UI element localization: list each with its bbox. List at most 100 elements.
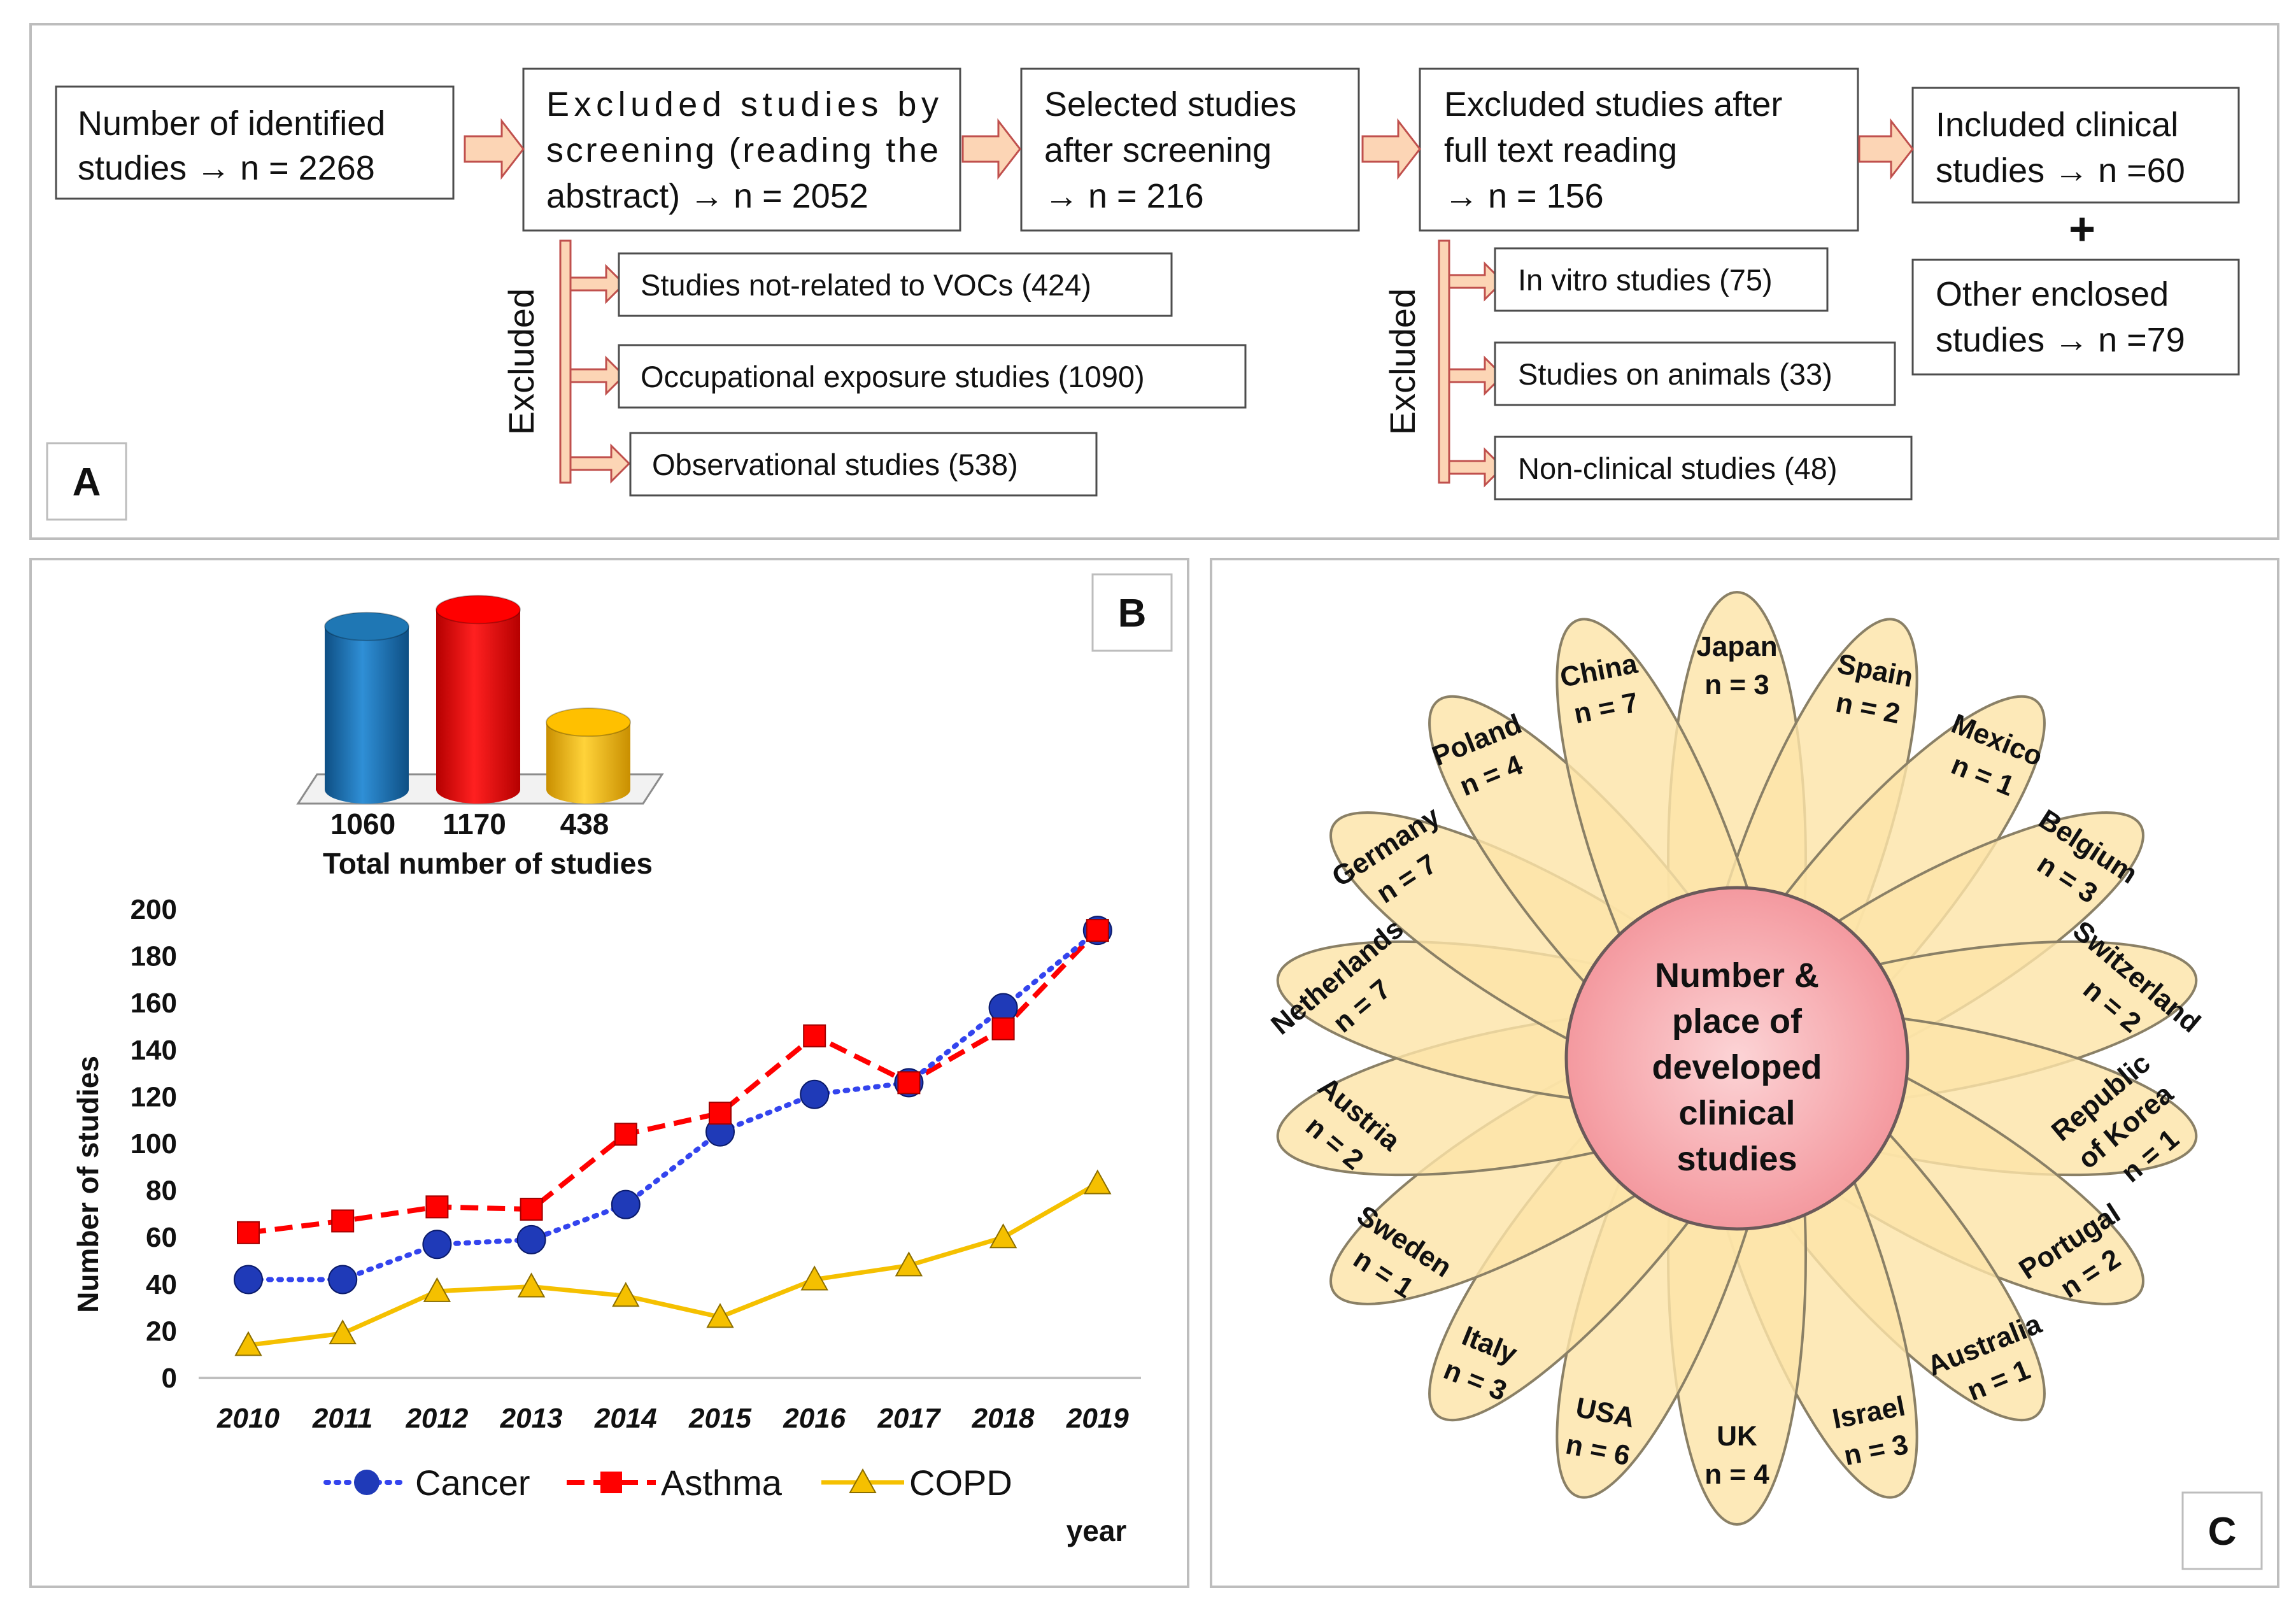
line-chart-ylabel: Number of studies <box>71 1056 104 1313</box>
selected-line-1: Selected studies <box>1044 85 1296 124</box>
center-text-line: clinical <box>1678 1094 1795 1132</box>
line-chart-xlabel: year <box>1067 1514 1127 1547</box>
copd-point <box>1084 1169 1112 1195</box>
country-label-japan: Japan n = 3 <box>1696 631 1777 700</box>
included-line-1: Included clinical <box>1936 106 2178 144</box>
asthma-point <box>520 1198 543 1221</box>
other-line-1: Other enclosed <box>1936 275 2169 313</box>
left-branch-2: Occupational exposure studies (1090) <box>641 360 1145 394</box>
excluded-fulltext-line-2: full text reading <box>1444 131 1677 169</box>
bar-copd-body <box>546 722 630 804</box>
panel-a: Number of identified studies → n = 2268 … <box>29 23 2279 540</box>
bar-chart-title: Total number of studies <box>323 847 653 880</box>
y-tick-label: 180 <box>131 941 177 972</box>
copd-point <box>612 1282 640 1307</box>
legend-cancer-label: Cancer <box>415 1463 530 1503</box>
line-chart-legend: Cancer Asthma COPD <box>323 1463 1012 1503</box>
included-box: Included clinical studies → n =60 <box>1911 87 2240 204</box>
legend-cancer-marker <box>354 1470 379 1495</box>
series-cancer-line <box>246 928 1100 1282</box>
asthma-point <box>991 1017 1015 1040</box>
copd-point <box>234 1331 262 1356</box>
panel-b-letter: B <box>1118 592 1147 635</box>
bar-value-label: 1060 <box>330 807 395 841</box>
y-tick-label: 60 <box>146 1222 177 1253</box>
x-tick-label: 2019 <box>1066 1403 1129 1434</box>
arrow-right-icon <box>464 118 525 180</box>
panel-c-label: C <box>2181 1491 2263 1570</box>
excluded-label-left: Excluded <box>501 288 541 435</box>
excluded-screening-box: Excluded studies by screening (reading t… <box>522 67 961 232</box>
center-text-line: Number & <box>1655 956 1819 995</box>
y-tick-label: 80 <box>146 1175 177 1207</box>
y-tick-label: 20 <box>146 1316 177 1347</box>
country-count: n = 3 <box>1704 669 1769 700</box>
legend-asthma-label: Asthma <box>661 1463 783 1503</box>
bar-value-label: 1170 <box>443 807 506 841</box>
right-branch-1: In vitro studies (75) <box>1518 263 1773 297</box>
y-tick-label: 120 <box>131 1081 177 1112</box>
x-tick-label: 2014 <box>594 1403 657 1434</box>
legend-asthma-marker <box>600 1472 622 1493</box>
excluded-screening-line-1: Excluded studies by <box>546 85 939 124</box>
y-tick-label: 140 <box>131 1035 177 1066</box>
flower-center <box>1564 886 1910 1231</box>
identified-line-1: Number of identified <box>78 104 385 143</box>
right-branch-boxes: In vitro studies (75) Studies on animals… <box>1494 247 1913 500</box>
copd-point <box>329 1319 357 1345</box>
copd-point <box>706 1303 734 1328</box>
cancer-point <box>422 1230 452 1260</box>
selected-line-3: → n = 216 <box>1044 177 1204 215</box>
asthma-point <box>1086 919 1109 942</box>
copd-point <box>989 1223 1017 1249</box>
excluded-fulltext-line-1: Excluded studies after <box>1444 85 1782 124</box>
asthma-point <box>331 1209 355 1233</box>
arrow-right-icon <box>1361 118 1421 180</box>
asthma-point <box>709 1102 732 1125</box>
legend-copd-marker <box>849 1468 877 1493</box>
y-tick-label: 40 <box>146 1269 177 1300</box>
left-branch-1: Studies not-related to VOCs (424) <box>641 268 1091 302</box>
center-text-line: studies <box>1676 1140 1797 1178</box>
left-exclusion-bracket <box>559 239 631 484</box>
cancer-point <box>611 1189 641 1219</box>
country-count: n = 4 <box>1704 1459 1769 1490</box>
y-tick-label: 200 <box>131 894 177 925</box>
copd-point <box>423 1277 451 1302</box>
identified-line-2: studies → n = 2268 <box>78 149 375 187</box>
cancer-point <box>516 1224 546 1254</box>
x-tick-label: 2018 <box>972 1403 1035 1434</box>
right-exclusion-bracket <box>1438 239 1505 488</box>
excluded-screening-line-3: abstract) → n = 2052 <box>546 177 868 215</box>
x-tick-label: 2010 <box>216 1403 280 1434</box>
x-tick-label: 2016 <box>783 1403 846 1434</box>
excluded-label-right: Excluded <box>1382 288 1422 435</box>
cancer-point <box>328 1265 358 1295</box>
y-tick-label: 0 <box>162 1363 177 1394</box>
other-box: Other enclosed studies → n =79 <box>1911 259 2240 376</box>
bar-asthma-body <box>436 609 520 804</box>
asthma-point <box>237 1221 260 1244</box>
flow-arrows <box>464 118 1914 180</box>
right-branch-3: Non-clinical studies (48) <box>1518 451 1838 485</box>
bar-asthma-top <box>436 595 521 625</box>
studies-per-year-line-chart: 0 20 40 60 80 100 120 140 160 180 200 2010 2011 2012 2… <box>131 894 1141 1434</box>
left-branch-3: Observational studies (538) <box>652 448 1018 481</box>
country-name: UK <box>1717 1421 1757 1452</box>
asthma-point <box>425 1195 449 1219</box>
panel-a-letter: A <box>73 460 101 504</box>
x-tick-label: 2015 <box>688 1403 751 1434</box>
x-tick-label: 2012 <box>405 1403 468 1434</box>
country-name: Japan <box>1696 631 1777 662</box>
copd-point <box>517 1272 546 1298</box>
y-tick-label: 100 <box>131 1128 177 1160</box>
plus-sign: + <box>2069 204 2095 255</box>
panel-b-label: B <box>1091 573 1173 652</box>
selected-box: Selected studies after screening → n = 2… <box>1020 67 1360 232</box>
other-line-2: studies → n =79 <box>1936 321 2185 359</box>
bar-cancer-body <box>325 626 409 804</box>
series-copd-line <box>248 1181 1099 1347</box>
country-label-uk: UK n = 4 <box>1704 1421 1769 1490</box>
